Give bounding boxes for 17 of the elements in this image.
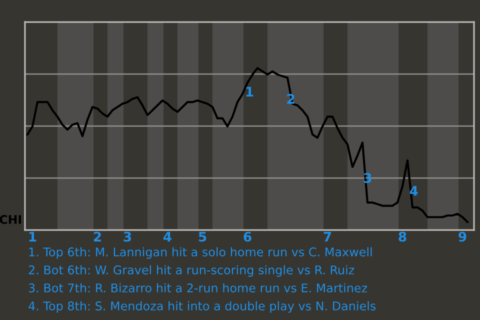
- annotation: 3: [364, 172, 372, 183]
- x-tick-label: 4: [163, 232, 172, 242]
- x-tick-label: 7: [324, 232, 332, 242]
- text: 1. Top 6th: M. Lannigan hit a solo home run vs C. Maxwell: [29, 247, 372, 259]
- x-tick-label: 6: [244, 232, 252, 242]
- annotation: 4: [410, 186, 418, 196]
- x-tick-label: 5: [198, 232, 206, 242]
- text: 3. Bot 7th: R. Bizarro hit a 2-run home run vs E. Martinez: [28, 283, 368, 292]
- x-tick-label: 1: [29, 232, 36, 242]
- annotation: 1: [246, 86, 254, 96]
- text: 2. Bot 6th: W. Gravel hit a run-scoring single vs R. Ruiz: [28, 265, 354, 277]
- text: 4. Top 8th: S. Mendoza hit into a double play vs N. Daniels: [28, 301, 376, 313]
- x-tick-label: 3: [124, 232, 132, 242]
- annotation: 2: [287, 94, 294, 104]
- x-tick-label: 9: [458, 232, 466, 242]
- x-tick-label: 2: [94, 232, 101, 242]
- x-tick-label: 8: [398, 232, 406, 242]
